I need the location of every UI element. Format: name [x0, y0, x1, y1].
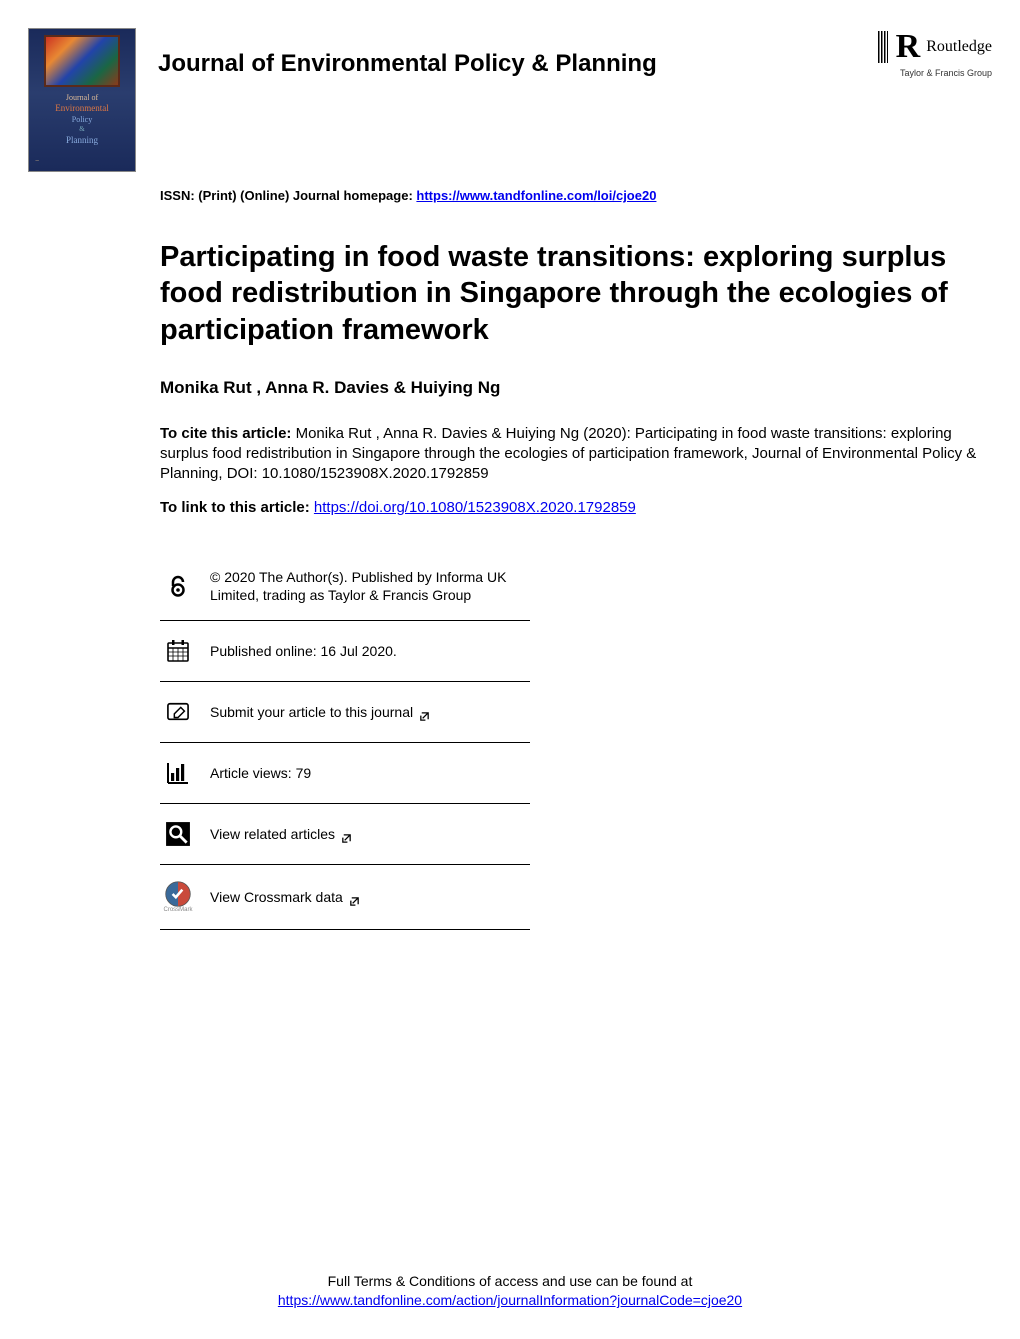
- cite-label: To cite this article:: [160, 425, 291, 442]
- meta-article-views: Article views: 79: [160, 743, 530, 804]
- link-block: To link to this article: https://doi.org…: [160, 499, 992, 516]
- link-label: To link to this article:: [160, 499, 314, 516]
- external-link-icon: [349, 893, 360, 904]
- cover-line: Policy: [29, 115, 135, 125]
- submit-article-link[interactable]: Submit your article to this journal: [210, 703, 430, 721]
- external-link-icon: [419, 708, 430, 719]
- issn-prefix: ISSN: (Print) (Online) Journal homepage:: [160, 188, 416, 203]
- cover-line: &: [29, 125, 135, 134]
- article-doi-link[interactable]: https://doi.org/10.1080/1523908X.2020.17…: [314, 499, 636, 516]
- header-row: Journal of Environmental Policy & Planni…: [28, 28, 992, 172]
- footer-text: Full Terms & Conditions of access and us…: [0, 1272, 1020, 1292]
- published-date-text: Published online: 16 Jul 2020.: [210, 642, 397, 660]
- citation-block: To cite this article: Monika Rut , Anna …: [160, 424, 992, 485]
- views-icon: [164, 759, 192, 787]
- crossmark-text: View Crossmark data: [210, 889, 343, 905]
- page-container: Journal of Environmental Policy & Planni…: [0, 0, 1020, 930]
- cover-title-text: Journal of Environmental Policy & Planni…: [29, 93, 135, 146]
- crossmark-link[interactable]: View Crossmark data: [210, 888, 360, 906]
- footer-terms-link[interactable]: https://www.tandfonline.com/action/journ…: [278, 1292, 742, 1308]
- open-access-icon: [164, 572, 192, 600]
- journal-cover-thumbnail: Journal of Environmental Policy & Planni…: [28, 28, 136, 172]
- meta-crossmark[interactable]: CrossMark View Crossmark data: [160, 865, 530, 930]
- views-text: Article views: 79: [210, 764, 311, 782]
- cover-line: Journal of: [29, 93, 135, 103]
- crossmark-icon: CrossMark: [164, 881, 192, 913]
- issn-line: ISSN: (Print) (Online) Journal homepage:…: [160, 188, 992, 203]
- routledge-stripes-icon: [878, 31, 888, 63]
- cover-signature: ~: [35, 158, 39, 165]
- page-footer: Full Terms & Conditions of access and us…: [0, 1272, 1020, 1311]
- submit-text: Submit your article to this journal: [210, 704, 417, 720]
- article-header: Participating in food waste transitions:…: [160, 239, 992, 516]
- meta-related-articles[interactable]: View related articles: [160, 804, 530, 865]
- related-text: View related articles: [210, 826, 339, 842]
- routledge-r-icon: R: [896, 28, 921, 66]
- calendar-icon: [164, 637, 192, 665]
- related-icon: [164, 820, 192, 848]
- journal-title: Journal of Environmental Policy & Planni…: [158, 50, 878, 78]
- cover-line: Environmental: [29, 103, 135, 115]
- publisher-logo: R Routledge Taylor & Francis Group: [878, 28, 992, 78]
- crossmark-caption: CrossMark: [164, 907, 193, 913]
- article-title: Participating in food waste transitions:…: [160, 239, 992, 348]
- related-articles-link[interactable]: View related articles: [210, 825, 352, 843]
- external-link-icon: [341, 830, 352, 841]
- cover-line: Planning: [29, 135, 135, 147]
- meta-published-online: Published online: 16 Jul 2020.: [160, 621, 530, 682]
- cover-art: [44, 35, 120, 87]
- taylor-francis-label: Taylor & Francis Group: [900, 68, 992, 78]
- open-access-text: © 2020 The Author(s). Published by Infor…: [210, 568, 524, 604]
- cite-doi-link[interactable]: 10.1080/1523908X.2020.1792859: [262, 465, 489, 482]
- article-meta-list: © 2020 The Author(s). Published by Infor…: [160, 552, 530, 930]
- journal-homepage-link[interactable]: https://www.tandfonline.com/loi/cjoe20: [416, 188, 656, 203]
- article-authors: Monika Rut , Anna R. Davies & Huiying Ng: [160, 378, 992, 398]
- meta-submit-article[interactable]: Submit your article to this journal: [160, 682, 530, 743]
- submit-icon: [164, 698, 192, 726]
- meta-open-access: © 2020 The Author(s). Published by Infor…: [160, 552, 530, 621]
- routledge-name: Routledge: [926, 38, 992, 56]
